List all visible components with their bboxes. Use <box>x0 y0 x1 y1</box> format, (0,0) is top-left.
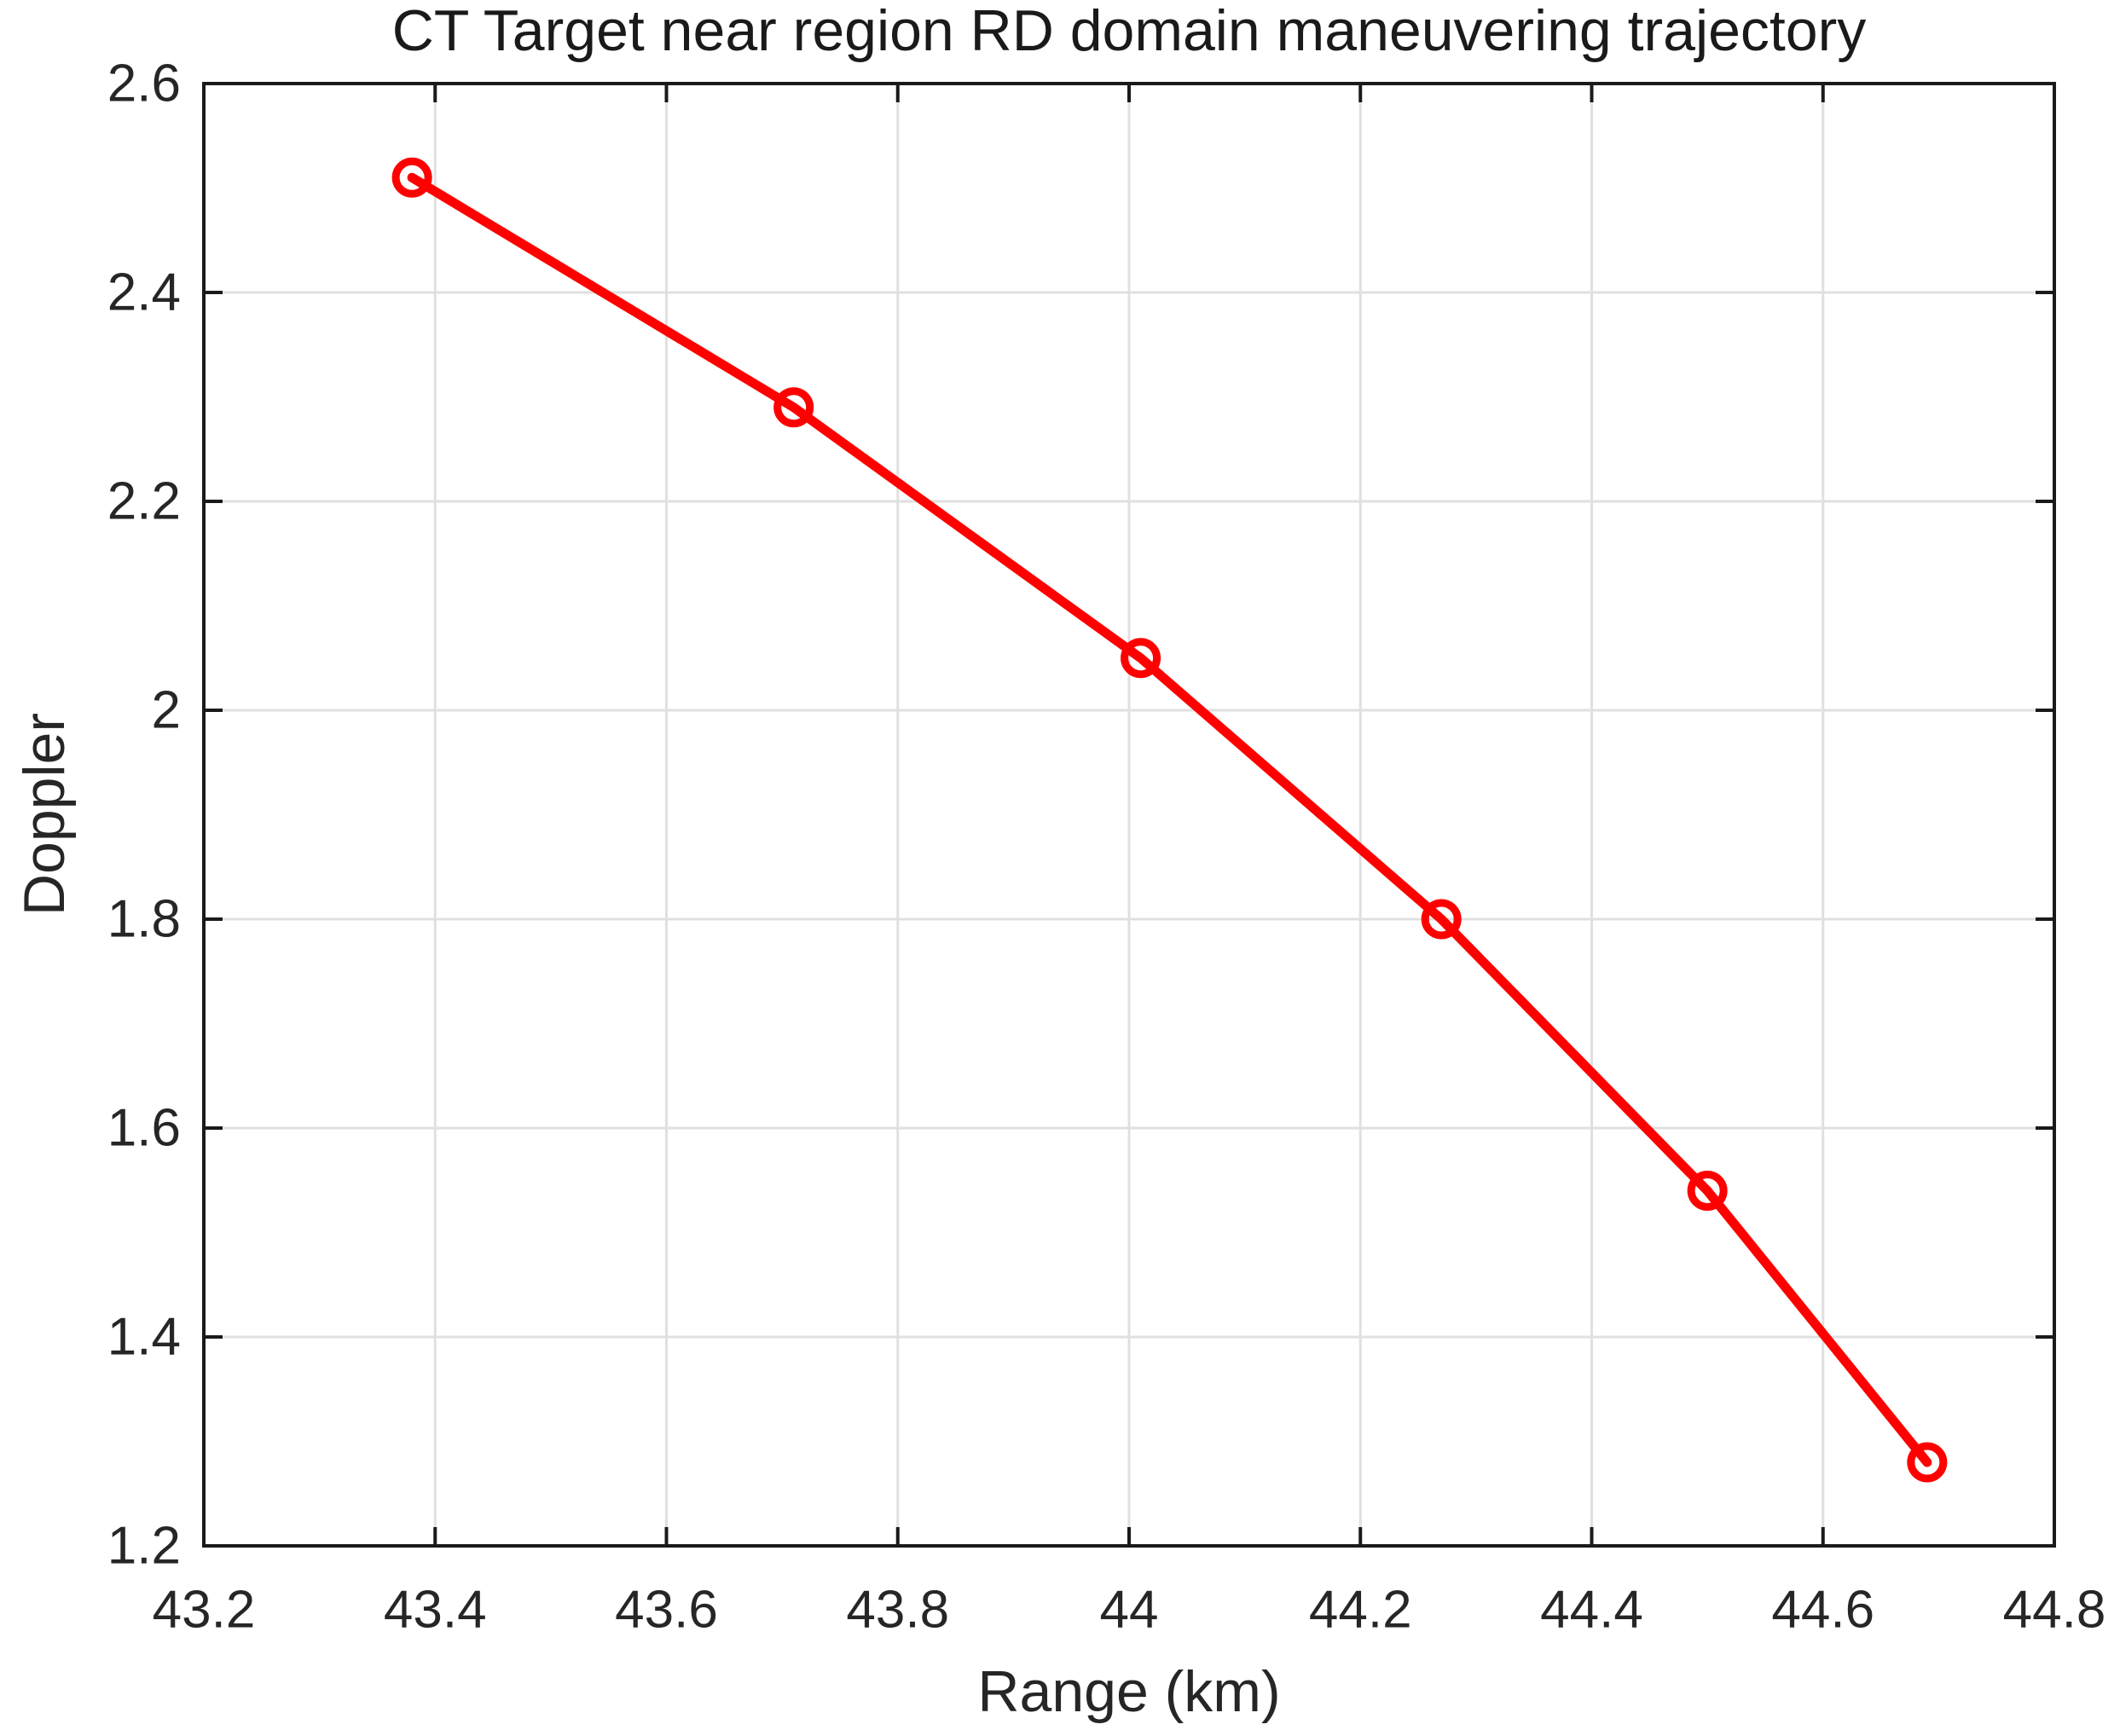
data-point-marker <box>773 387 814 428</box>
y-tick-label: 2 <box>152 681 181 740</box>
y-tick-label: 1.4 <box>107 1308 181 1367</box>
plot-border <box>202 82 2056 1548</box>
y-tick-label: 2.6 <box>107 55 181 113</box>
x-tick-label: 44.8 <box>2003 1581 2106 1640</box>
y-tick-label: 2.4 <box>107 263 181 322</box>
chart-title: CT Target near region RD domain maneuver… <box>392 0 1867 63</box>
x-tick-label: 44.2 <box>1309 1581 1412 1640</box>
data-point-marker <box>1687 1171 1728 1211</box>
y-tick-label: 2.2 <box>107 472 181 531</box>
x-tick-label: 43.6 <box>615 1581 718 1640</box>
y-tick-label: 1.2 <box>107 1517 181 1576</box>
x-tick-label: 43.4 <box>384 1581 487 1640</box>
data-point-marker <box>1421 899 1462 940</box>
x-tick-label: 44 <box>1100 1581 1159 1640</box>
data-point-marker <box>1121 638 1161 679</box>
x-tick-label: 43.8 <box>846 1581 949 1640</box>
y-axis-label: Doppler <box>12 713 77 916</box>
data-point-marker <box>391 157 432 198</box>
x-tick-label: 44.6 <box>1771 1581 1874 1640</box>
x-axis-label: Range (km) <box>977 1659 1280 1724</box>
tick-label-layer: 43.2 43.4 43.6 43.8 44 44.2 44.4 44.6 44.8 1.2 1.4… <box>107 55 2106 1640</box>
y-tick-label: 1.8 <box>107 890 181 949</box>
x-tick-label: 44.4 <box>1540 1581 1643 1640</box>
y-tick-label: 1.6 <box>107 1099 181 1158</box>
x-tick-label: 43.2 <box>153 1581 256 1640</box>
series-layer <box>391 157 1948 1483</box>
data-point-marker <box>1907 1442 1948 1483</box>
trajectory-line <box>407 172 1932 1467</box>
